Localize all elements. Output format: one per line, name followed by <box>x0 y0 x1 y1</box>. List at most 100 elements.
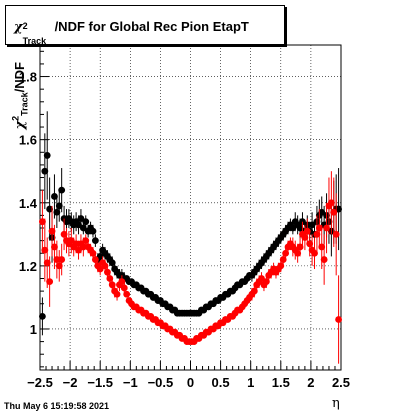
data-point <box>318 208 326 216</box>
x-tick-label: 1 <box>247 375 254 390</box>
data-point <box>39 312 46 320</box>
data-point <box>258 275 265 282</box>
data-point <box>250 287 258 295</box>
data-point <box>51 243 58 251</box>
title-rest: /NDF for Global Rec Pion EtapT <box>54 19 249 34</box>
data-point <box>91 237 99 245</box>
data-point <box>58 256 66 263</box>
data-point <box>282 249 290 257</box>
data-point <box>79 224 87 232</box>
data-point <box>327 199 335 207</box>
data-point <box>335 316 342 323</box>
y-tick-label: 1.8 <box>19 70 37 85</box>
title-sup: 2 <box>22 21 28 31</box>
y-tick-label: 1 <box>30 322 37 337</box>
data-point <box>46 205 54 213</box>
data-point <box>301 234 309 241</box>
data-point <box>53 256 61 263</box>
series-red <box>39 171 342 364</box>
data-point <box>306 240 314 248</box>
ylabel-rest: /NDF <box>11 62 27 93</box>
data-point <box>75 221 82 229</box>
data-point <box>330 208 338 216</box>
data-point <box>104 268 111 276</box>
title-chi: χ <box>14 20 23 35</box>
data-point <box>113 290 121 298</box>
ylabel-sub: Track <box>19 92 30 116</box>
data-point <box>313 230 321 238</box>
data-point <box>279 256 287 263</box>
timestamp: Thu May 6 15:19:58 2021 <box>4 401 110 411</box>
y-tick-label: 1.4 <box>19 196 38 211</box>
data-point <box>82 237 90 245</box>
x-axis-label: η <box>332 396 340 411</box>
data-series <box>39 111 342 364</box>
x-tick-label: −1.5 <box>87 375 113 390</box>
grid-lines <box>39 45 342 370</box>
ylabel-sup: 2 <box>10 115 21 121</box>
x-tick-label: −2 <box>63 375 78 390</box>
data-point <box>320 256 328 263</box>
data-point <box>308 221 316 229</box>
data-point <box>96 265 104 273</box>
data-point <box>55 202 63 210</box>
y-tick-labels: 1 1.2 1.4 1.6 1.8 <box>19 70 38 337</box>
y-tick-label: 1.2 <box>19 259 37 274</box>
data-point <box>89 249 97 257</box>
y-axis-label: χ2Track/NDF <box>10 62 30 130</box>
data-point <box>89 227 97 235</box>
data-point <box>318 243 326 251</box>
data-point <box>53 208 61 216</box>
x-tick-label: −1 <box>123 375 138 390</box>
data-point <box>82 218 90 226</box>
title-sub: Track <box>22 36 47 46</box>
data-point <box>335 205 342 213</box>
x-tick-label: −0.5 <box>148 375 174 390</box>
y-tick-label: 1.6 <box>19 133 37 148</box>
data-point <box>332 230 340 238</box>
data-point <box>289 224 297 232</box>
x-tick-label: 2 <box>307 375 314 390</box>
data-point <box>77 215 85 222</box>
data-point <box>67 237 75 245</box>
x-tick-label: 0.5 <box>212 375 230 390</box>
data-point <box>277 262 285 270</box>
data-point <box>43 259 51 267</box>
data-point <box>55 262 63 270</box>
data-point <box>120 284 128 292</box>
data-point <box>72 240 80 248</box>
data-point <box>296 243 304 251</box>
data-point <box>123 290 131 298</box>
data-point <box>46 278 54 286</box>
data-point <box>58 186 66 194</box>
data-point <box>79 243 87 251</box>
data-point <box>60 230 68 238</box>
data-point <box>294 249 302 257</box>
data-point <box>262 278 270 286</box>
data-point <box>118 278 126 286</box>
data-point <box>41 246 49 254</box>
data-point <box>75 246 82 254</box>
x-tick-label: 1.5 <box>272 375 290 390</box>
data-point <box>41 167 49 175</box>
data-point <box>296 224 304 232</box>
x-tick-labels: −2.5 −2 −1.5 −1 −0.5 0 0.5 1 1.5 2 2.5 <box>27 375 350 390</box>
data-point <box>48 227 56 235</box>
data-point <box>108 259 116 267</box>
data-point <box>106 275 114 282</box>
data-point <box>315 224 323 232</box>
title-box: χ 2 Track/NDF for Global Rec Pion EtapT <box>5 5 285 46</box>
x-tick-label: −2.5 <box>27 375 53 390</box>
ylabel-chi: χ <box>12 120 28 130</box>
data-point <box>91 256 99 263</box>
data-point <box>39 218 46 226</box>
data-point <box>311 249 318 257</box>
x-tick-label: 0 <box>187 375 194 390</box>
data-point <box>51 193 58 200</box>
data-point <box>96 253 104 260</box>
data-point <box>323 224 330 232</box>
data-point <box>303 227 311 235</box>
data-point <box>108 281 116 289</box>
data-point <box>43 152 51 159</box>
